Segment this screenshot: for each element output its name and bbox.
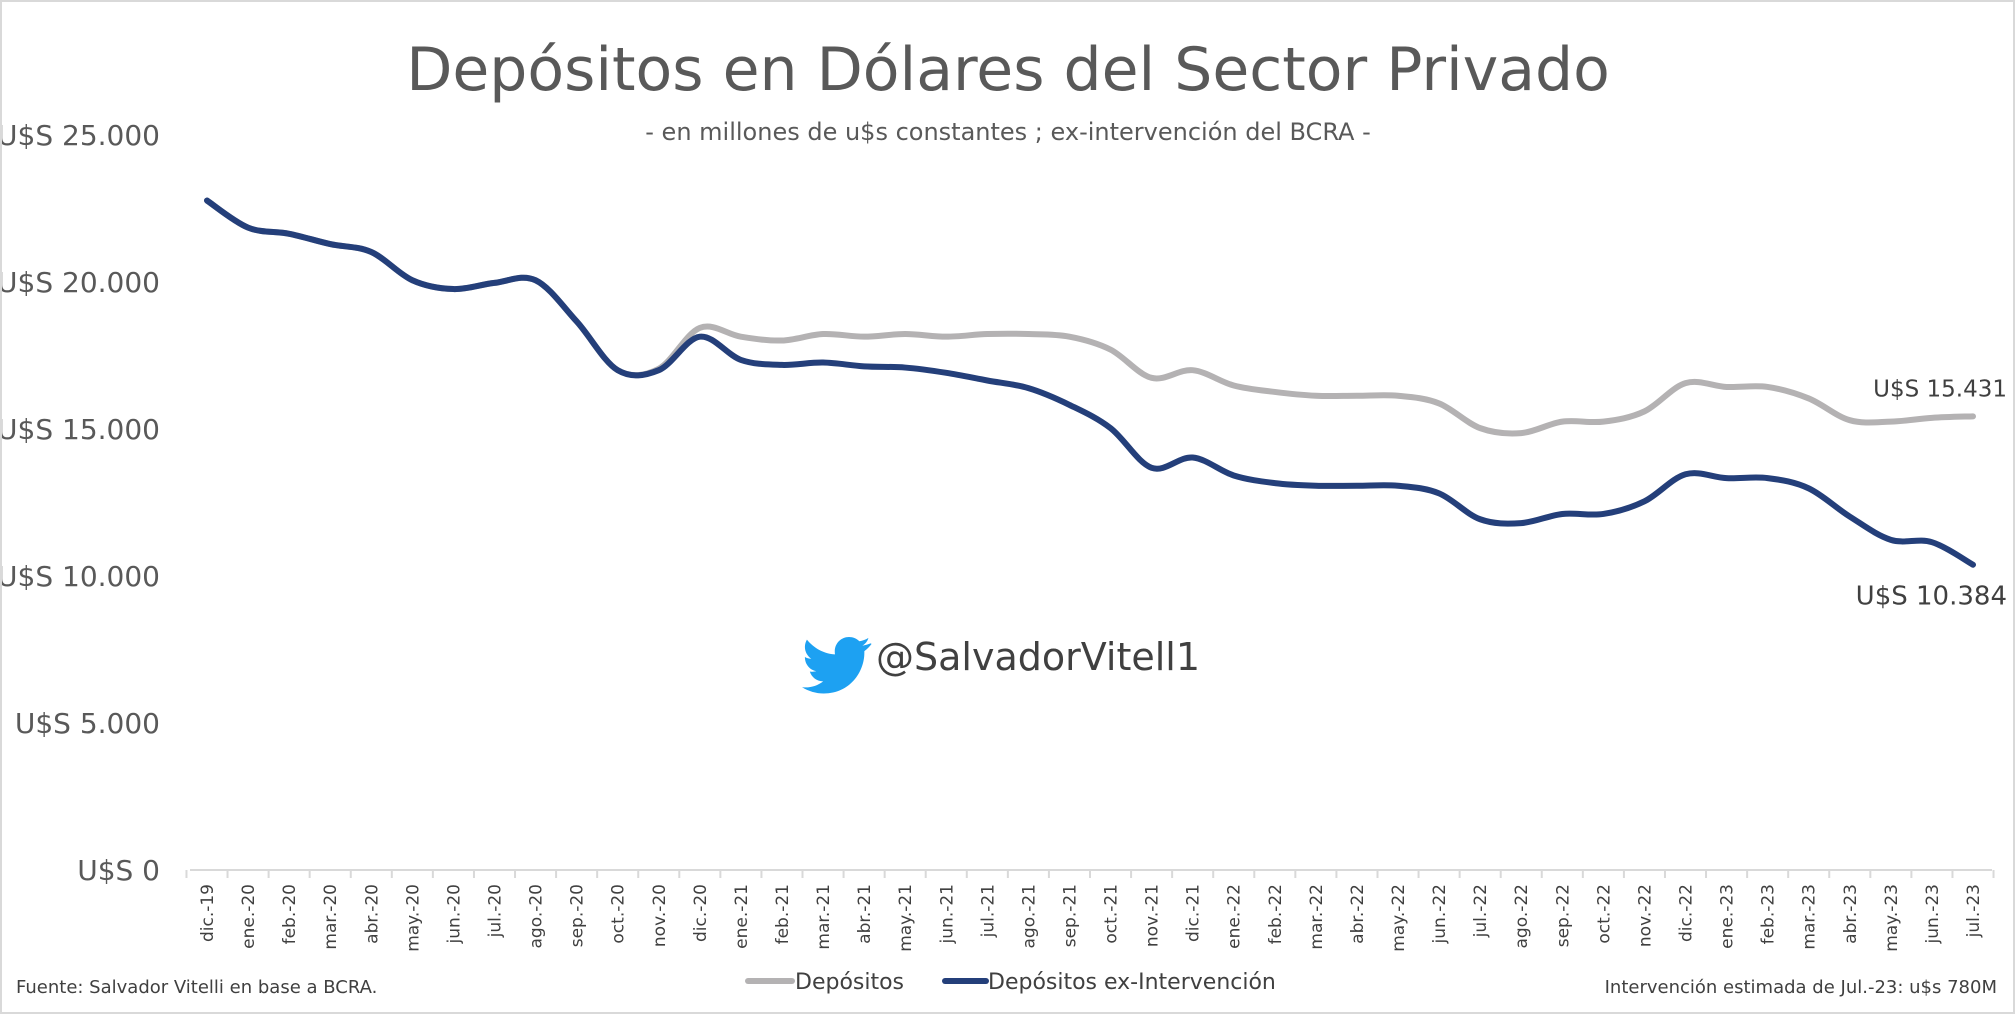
source-note: Fuente: Salvador Vitelli en base a BCRA. — [16, 977, 377, 998]
x-tick-label: sep.-22 — [1553, 884, 1573, 947]
y-tick-label: U$S 10.000 — [2, 560, 160, 593]
legend: Depósitos Depósitos ex-Intervención — [745, 970, 1276, 995]
x-tick-label: jul.-22 — [1471, 884, 1491, 938]
series-line-depositos — [204, 197, 1976, 437]
x-tick-label: jul.-20 — [485, 884, 505, 938]
x-tick-label: nov.-20 — [650, 884, 670, 947]
x-tick-label: dic.-22 — [1677, 884, 1697, 942]
x-tick-label: feb.-20 — [280, 884, 300, 944]
y-tick-label: U$S 20.000 — [2, 266, 160, 299]
x-tick-label: oct.-20 — [609, 884, 629, 944]
x-tick-label: feb.-21 — [773, 884, 793, 944]
x-tick-label: ago.-21 — [1019, 884, 1039, 948]
x-tick-label: dic.-21 — [1184, 884, 1204, 942]
x-tick-label: nov.-21 — [1143, 884, 1163, 947]
x-tick-label: may.-23 — [1882, 884, 1902, 952]
x-tick-label: ene.-21 — [732, 884, 752, 949]
x-tick-label: sep.-20 — [568, 884, 588, 947]
y-axis: U$S 0 U$S 5.000 U$S 10.000 U$S 15.000 U$S 20… — [2, 119, 160, 887]
x-tick-label: jun.-21 — [937, 884, 957, 944]
intervention-note: Intervención estimada de Jul.-23: u$s 78… — [1605, 977, 1997, 998]
series-lines — [204, 197, 1976, 568]
legend-item-depositos[interactable]: Depósitos — [745, 970, 904, 995]
twitter-bird-icon — [802, 636, 872, 694]
x-tick-label: ene.-22 — [1225, 884, 1245, 949]
x-tick-label: abr.-21 — [855, 884, 875, 944]
svg-text:Depósitos: Depósitos — [795, 970, 904, 995]
x-tick-label: abr.-20 — [362, 884, 382, 944]
x-tick-label: ene.-20 — [239, 884, 259, 949]
x-tick-label: oct.-21 — [1102, 884, 1122, 944]
chart-title: Depósitos en Dólares del Sector Privado — [406, 35, 1610, 105]
svg-text:Depósitos ex-Intervención: Depósitos ex-Intervención — [988, 970, 1276, 995]
x-tick-label: jul.-23 — [1964, 884, 1984, 938]
series-line-ex-intervencion — [204, 197, 1976, 568]
x-tick-label: ago.-20 — [527, 884, 547, 948]
x-tick-label: jun.-20 — [444, 884, 464, 944]
x-tick-label: ene.-23 — [1718, 884, 1738, 949]
x-tick-label: feb.-22 — [1266, 884, 1286, 944]
end-labels: U$S 15.431 U$S 10.384 — [1856, 376, 2007, 611]
x-tick-label: jun.-22 — [1430, 884, 1450, 944]
twitter-handle: @SalvadorVitell1 — [876, 635, 1200, 679]
x-tick-label: dic.-20 — [691, 884, 711, 942]
end-label-depositos: U$S 15.431 — [1873, 376, 2007, 402]
x-tick-label: feb.-23 — [1759, 884, 1779, 944]
y-tick-label: U$S 25.000 — [2, 119, 160, 152]
y-tick-label: U$S 5.000 — [15, 707, 160, 740]
x-tick-label: sep.-21 — [1060, 884, 1080, 947]
x-tick-label: oct.-22 — [1594, 884, 1614, 944]
x-tick-label: abr.-23 — [1841, 884, 1861, 944]
x-tick-label: abr.-22 — [1348, 884, 1368, 944]
x-tick-label: mar.-20 — [321, 884, 341, 950]
x-tick-label: mar.-23 — [1800, 884, 1820, 950]
x-tick-label: ago.-22 — [1512, 884, 1532, 948]
x-tick-label: dic.-19 — [198, 884, 218, 942]
x-tick-label: may.-20 — [403, 884, 423, 952]
chart-subtitle: - en millones de u$s constantes ; ex-int… — [645, 118, 1370, 146]
x-tick-label: jun.-23 — [1923, 884, 1943, 944]
x-tick-label: nov.-22 — [1635, 884, 1655, 947]
end-label-ex-intervencion: U$S 10.384 — [1856, 582, 2007, 612]
x-tick-label: mar.-22 — [1307, 884, 1327, 950]
y-tick-label: U$S 15.000 — [2, 413, 160, 446]
x-tick-label: mar.-21 — [814, 884, 834, 950]
x-axis: dic.-19 ene.-20 feb.-20 mar.-20 abr.-20 may.-… — [185, 869, 1995, 952]
legend-item-ex-intervencion[interactable]: Depósitos ex-Intervención — [942, 970, 1276, 995]
x-tick-label: may.-22 — [1389, 884, 1409, 952]
x-tick-label: may.-21 — [896, 884, 916, 952]
y-tick-label: U$S 0 — [77, 854, 160, 887]
watermark: @SalvadorVitell1 — [802, 635, 1200, 694]
x-tick-label: jul.-21 — [978, 884, 998, 938]
